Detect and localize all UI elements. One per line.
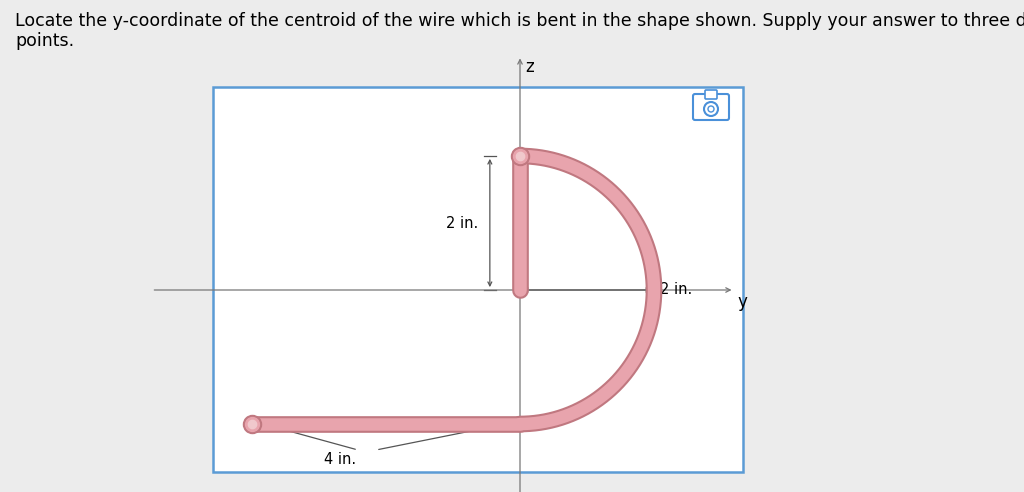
Text: Locate the y-coordinate of the centroid of the wire which is bent in the shape s: Locate the y-coordinate of the centroid … <box>15 12 1024 30</box>
FancyBboxPatch shape <box>693 94 729 120</box>
FancyBboxPatch shape <box>705 90 717 99</box>
Bar <box>213 87 743 472</box>
Text: z: z <box>525 58 534 75</box>
Circle shape <box>705 102 718 116</box>
Text: points.: points. <box>15 32 74 50</box>
Text: 2 in.: 2 in. <box>660 282 692 298</box>
Text: 4 in.: 4 in. <box>324 452 356 467</box>
Text: 2 in.: 2 in. <box>445 215 478 230</box>
Text: y: y <box>737 293 748 311</box>
Circle shape <box>708 106 714 112</box>
